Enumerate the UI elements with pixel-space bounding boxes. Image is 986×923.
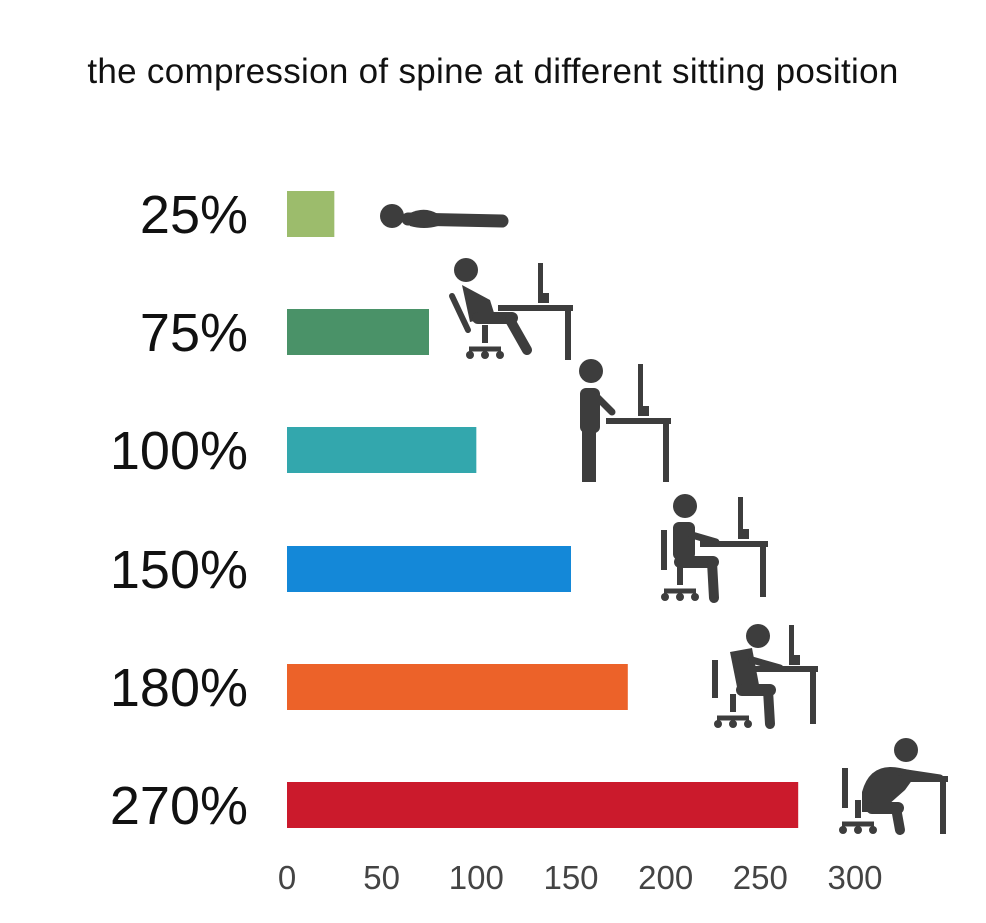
x-tick-label: 300 bbox=[827, 859, 882, 896]
category-label: 25% bbox=[140, 185, 248, 245]
x-tick-label: 150 bbox=[543, 859, 598, 896]
category-label: 180% bbox=[110, 658, 248, 718]
lying-down-icon bbox=[380, 204, 509, 228]
category-label: 100% bbox=[110, 421, 248, 481]
bar-270pct bbox=[287, 782, 799, 828]
x-tick-label: 100 bbox=[449, 859, 504, 896]
x-tick-label: 0 bbox=[278, 859, 296, 896]
x-tick-label: 250 bbox=[733, 859, 788, 896]
bar-150pct bbox=[287, 546, 571, 592]
standing-icon bbox=[579, 359, 671, 482]
x-tick-label: 50 bbox=[363, 859, 400, 896]
leaning-forward-sitting-icon bbox=[712, 624, 818, 729]
upright-sitting-icon bbox=[661, 494, 768, 603]
bar-25pct bbox=[287, 191, 335, 237]
bar-100pct bbox=[287, 427, 477, 473]
x-tick-label: 200 bbox=[638, 859, 693, 896]
category-label: 270% bbox=[110, 776, 248, 836]
bar-75pct bbox=[287, 309, 429, 355]
bar-180pct bbox=[287, 664, 628, 710]
category-label: 150% bbox=[110, 540, 248, 600]
category-label: 75% bbox=[140, 303, 248, 363]
reclined-sitting-icon bbox=[449, 258, 573, 360]
chart-title: the compression of spine at different si… bbox=[87, 52, 899, 91]
hunched-sitting-icon bbox=[839, 738, 948, 835]
